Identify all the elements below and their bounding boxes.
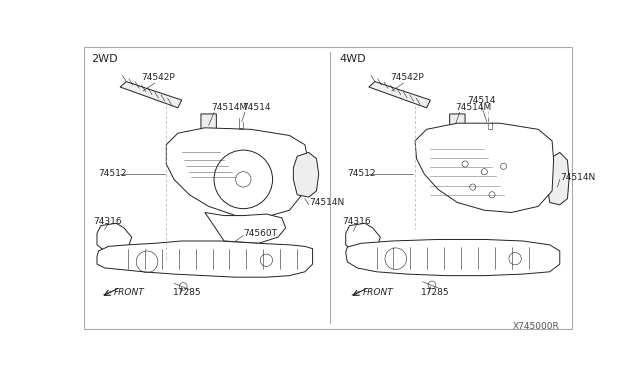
Polygon shape — [201, 114, 216, 137]
Text: 74316: 74316 — [93, 217, 122, 226]
Text: 74560T: 74560T — [243, 229, 277, 238]
Text: 74542P: 74542P — [141, 73, 175, 82]
Polygon shape — [346, 223, 380, 253]
Polygon shape — [415, 123, 554, 212]
Text: 74514M: 74514M — [455, 103, 492, 112]
Text: 74514: 74514 — [242, 103, 270, 112]
Polygon shape — [120, 81, 182, 108]
Polygon shape — [97, 223, 132, 253]
Text: 74512: 74512 — [99, 170, 127, 179]
Polygon shape — [166, 128, 308, 218]
Text: 74514M: 74514M — [211, 103, 247, 112]
Text: 74512: 74512 — [348, 170, 376, 179]
Polygon shape — [547, 153, 569, 205]
Polygon shape — [346, 240, 560, 276]
Polygon shape — [369, 81, 431, 108]
Text: 4WD: 4WD — [340, 54, 366, 64]
Text: 17285: 17285 — [172, 288, 201, 297]
Text: 74316: 74316 — [342, 217, 371, 226]
Polygon shape — [205, 212, 285, 243]
Text: 2WD: 2WD — [91, 54, 118, 64]
Text: 74514N: 74514N — [308, 198, 344, 207]
Text: 74514N: 74514N — [560, 173, 595, 182]
Polygon shape — [97, 241, 312, 277]
Polygon shape — [450, 114, 465, 137]
Polygon shape — [293, 153, 319, 197]
Text: X745000R: X745000R — [512, 322, 559, 331]
Text: 17285: 17285 — [421, 288, 450, 297]
Text: 74514: 74514 — [467, 96, 496, 105]
Text: 74542P: 74542P — [390, 73, 424, 82]
Text: FRONT: FRONT — [114, 288, 145, 297]
Text: FRONT: FRONT — [363, 288, 394, 297]
